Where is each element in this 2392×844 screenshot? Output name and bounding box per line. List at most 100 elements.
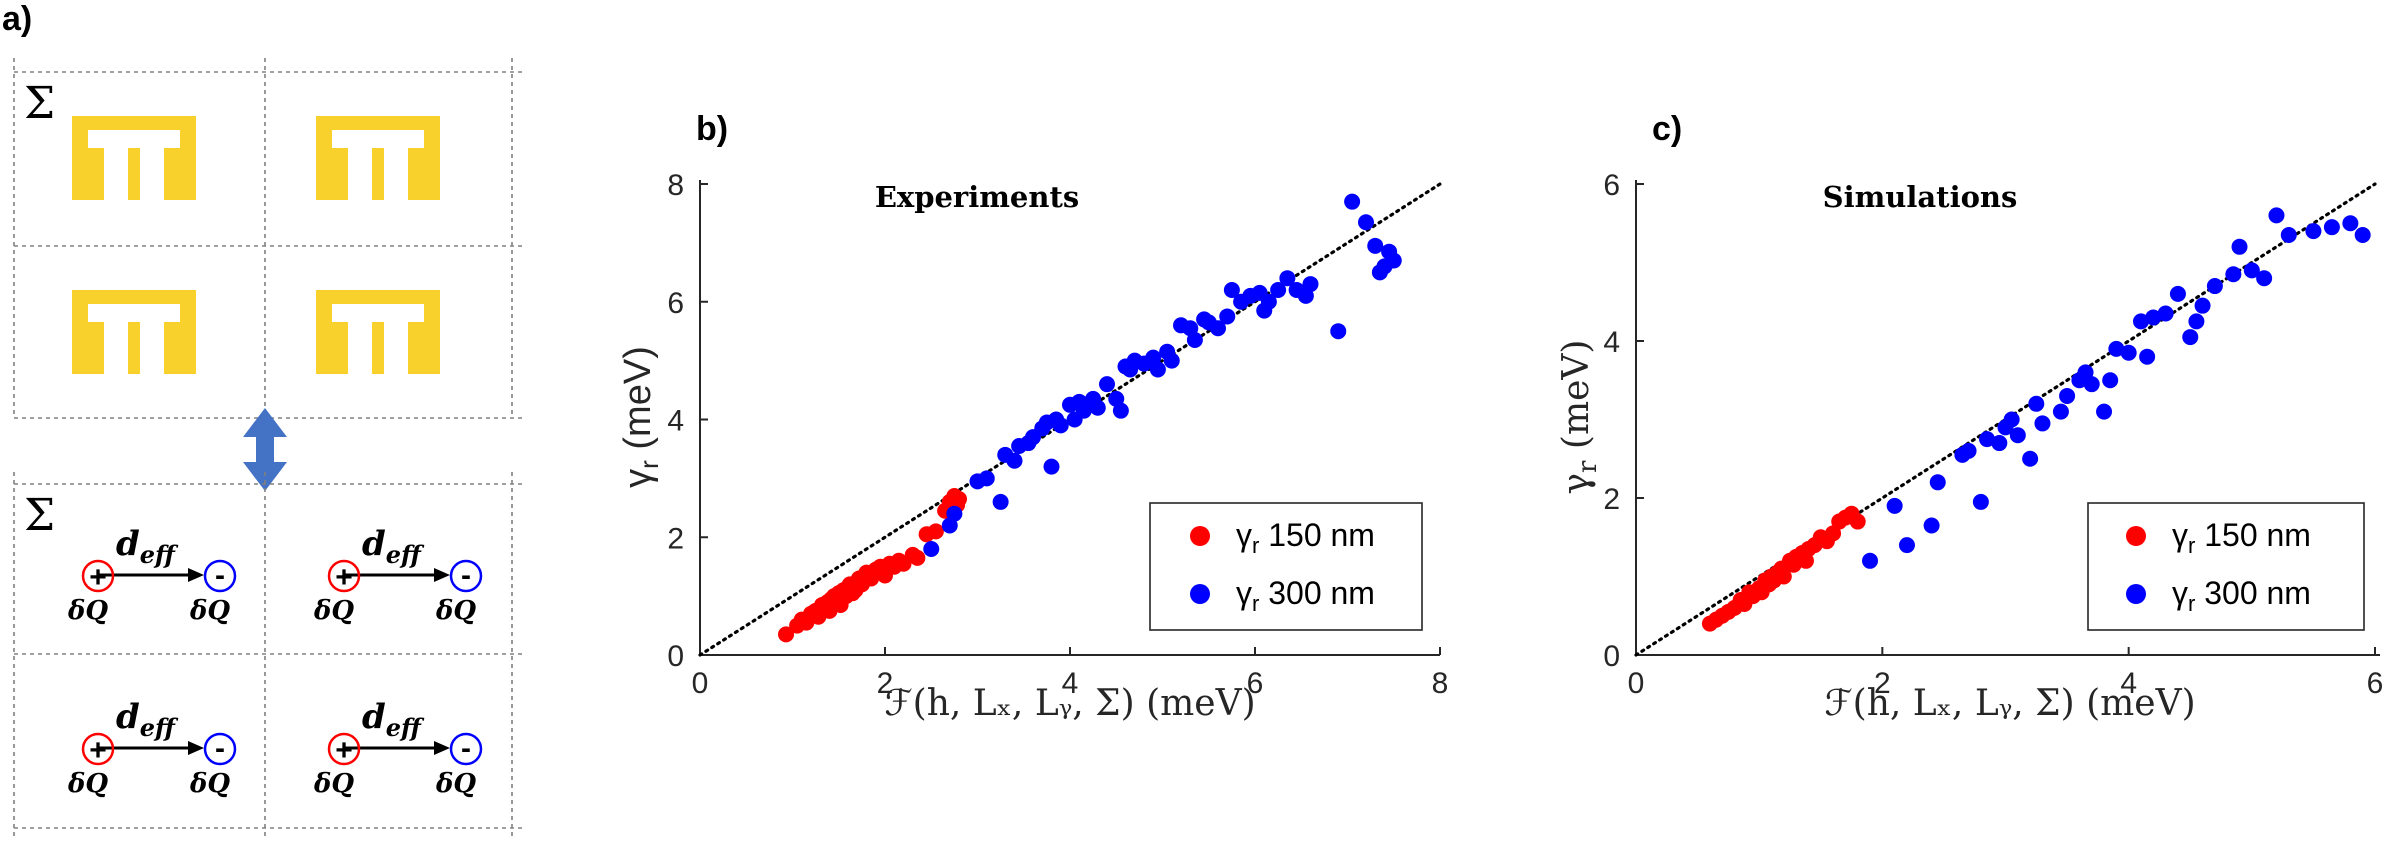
data-point <box>978 470 995 487</box>
data-point <box>1330 323 1347 340</box>
y-tick-label: 0 <box>1603 640 1620 673</box>
dipole-unit: deff + - δQ δQ <box>67 697 237 799</box>
legend-text: 300 nm <box>2195 575 2311 611</box>
charge-label-negative: δQ <box>435 769 476 799</box>
data-point <box>1270 281 1287 298</box>
sum-symbol-top: Σ <box>24 78 55 129</box>
dipole-subscript: eff <box>140 540 179 569</box>
data-point <box>951 490 967 507</box>
dipole-main: d <box>116 697 140 737</box>
negative-charge-icon <box>203 559 237 593</box>
dipole-moment-label: deff <box>116 524 179 569</box>
negative-charge-icon <box>203 732 237 766</box>
x-tick-label: 0 <box>1628 667 1645 700</box>
data-point <box>2182 329 2199 346</box>
split-ring-resonators <box>72 116 440 374</box>
legend-marker-300nm <box>1190 584 1210 604</box>
y-label-sub: r <box>634 460 664 469</box>
y-tick-label: 8 <box>667 169 684 202</box>
legend-entry-150nm: γr 150 nm <box>2172 517 2311 558</box>
data-point <box>2268 207 2285 224</box>
legend-text: 300 nm <box>1259 575 1375 611</box>
experiments-chart: b) Experiments 0 2 4 6 8 0 2 4 6 8 ℱ(h, Lₓ, Lᵧ, Σ… <box>617 110 1448 724</box>
experiments-chart-title: Experiments <box>875 180 1079 214</box>
y-tick-label: 2 <box>667 522 684 555</box>
experiments-y-axis-label: γr (meV) <box>617 346 664 488</box>
y-tick-label: 4 <box>667 405 684 438</box>
upper-lattice-grid <box>13 58 525 419</box>
data-point <box>1862 552 1879 569</box>
data-point <box>992 493 1009 510</box>
x-tick-label: 6 <box>2367 667 2384 700</box>
legend-marker-150nm <box>1190 526 1210 546</box>
simulations-legend: γr 150 nm γr 300 nm <box>2087 502 2365 631</box>
data-point <box>778 626 795 643</box>
data-point <box>1775 568 1792 585</box>
charge-label-positive: δQ <box>67 596 108 626</box>
positive-charge-icon <box>327 732 361 766</box>
data-point <box>2139 348 2156 365</box>
simulations-data-points <box>1701 207 2371 632</box>
charge-label-negative: δQ <box>189 596 230 626</box>
data-point <box>2009 427 2026 444</box>
y-tick-label: 0 <box>667 640 684 673</box>
data-point <box>2108 340 2125 357</box>
data-point <box>2120 344 2137 361</box>
dipole-subscript: eff <box>140 713 179 742</box>
data-point <box>1210 320 1226 337</box>
positive-charge-icon <box>81 732 115 766</box>
dipole-main: d <box>362 697 386 737</box>
simulations-chart: c) Simulations 0 2 4 6 0 2 4 6 ℱ(h, Lₓ, Lᵧ, Σ) … <box>1556 110 2383 724</box>
dipole-moment-label: deff <box>362 524 425 569</box>
data-point <box>1385 252 1402 269</box>
legend-subscript: r <box>2188 533 2195 558</box>
data-point <box>927 523 944 540</box>
data-point <box>1960 442 1977 459</box>
data-point <box>2145 309 2162 326</box>
dipole-arrow-head <box>188 568 204 582</box>
data-point <box>2102 372 2119 389</box>
dipole-subscript: eff <box>386 540 425 569</box>
data-point <box>2077 364 2094 381</box>
y-tick-label: 6 <box>667 287 684 320</box>
data-point <box>1923 517 1940 534</box>
data-point <box>2225 266 2242 283</box>
legend-marker-300nm <box>2126 584 2146 604</box>
data-point <box>1112 402 1129 419</box>
data-point <box>2188 313 2205 330</box>
data-point <box>1929 474 1946 491</box>
data-point <box>909 549 926 566</box>
minus-sign: - <box>215 559 225 592</box>
data-point <box>2028 395 2045 412</box>
data-point <box>1219 308 1236 325</box>
data-point <box>2052 403 2069 420</box>
data-point <box>2231 238 2248 255</box>
data-point <box>1149 361 1166 378</box>
legend-text: 150 nm <box>2195 517 2311 553</box>
sum-symbol-bottom: Σ <box>24 490 55 541</box>
x-tick-label: 4 <box>1062 667 1079 700</box>
charge-label-positive: δQ <box>313 596 354 626</box>
data-point <box>2323 219 2340 236</box>
lower-lattice-grid <box>13 472 525 840</box>
y-label-unit: (meV) <box>1556 340 1597 461</box>
charge-label-negative: δQ <box>435 596 476 626</box>
charge-label-positive: δQ <box>67 769 108 799</box>
split-ring-resonator <box>316 290 440 374</box>
simulations-x-axis-label: ℱ(h, Lₓ, Lᵧ, Σ) (meV) <box>1824 683 2195 724</box>
panel-c-label: c) <box>1652 110 1682 148</box>
legend-subscript: r <box>1252 533 1259 558</box>
dipole-arrow-head <box>434 741 450 755</box>
x-tick-label: 2 <box>1874 667 1891 700</box>
data-point <box>923 541 940 558</box>
legend-symbol: γ <box>2172 517 2188 553</box>
split-ring-resonator <box>72 290 196 374</box>
data-point <box>2256 270 2273 287</box>
data-point <box>1979 431 1996 448</box>
experiments-reference-line <box>698 182 1442 657</box>
dipole-subscript: eff <box>386 713 425 742</box>
data-point <box>1991 435 2008 452</box>
legend-entry-300nm: γr 300 nm <box>1236 575 1375 616</box>
experiments-ticks: 0 2 4 6 8 0 2 4 6 8 <box>667 169 1448 700</box>
